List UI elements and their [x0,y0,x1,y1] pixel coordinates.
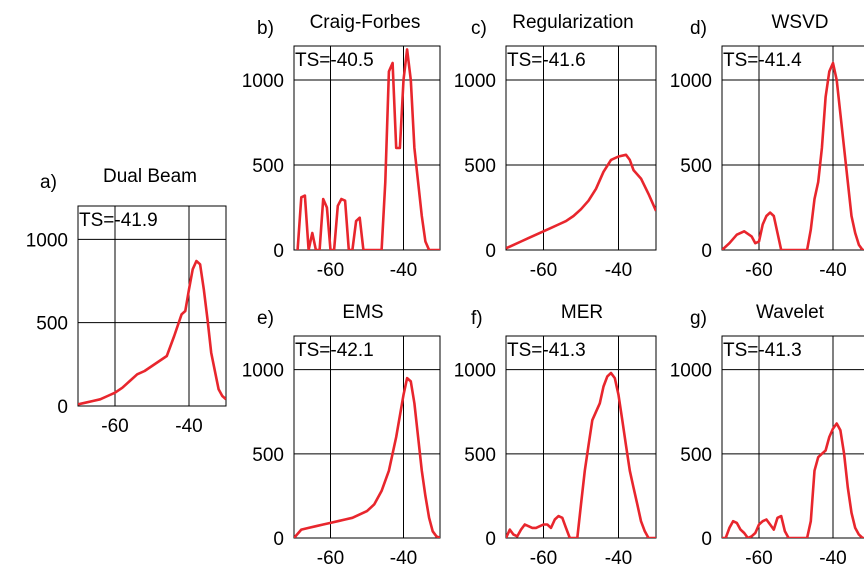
series-line [722,61,864,250]
y-tick-label: 0 [273,241,284,262]
panel-g: -60 -40 0 500 1000 TS=-41.3 g) Wavelet [670,302,864,569]
series-line [78,259,226,406]
plot-frame [293,45,441,251]
series-line [296,48,440,250]
y-tick-label: 1000 [242,71,284,92]
ts-annotation: TS=-41.3 [723,340,802,361]
panel-b: -60 -40 0 500 1000 TS=-40.5 b) Craig-Forbes [242,12,441,281]
panel-title: Regularization [512,12,633,33]
y-tick-label: 0 [701,241,712,262]
series-line [722,422,864,538]
y-tick-label: 1000 [670,71,712,92]
panel-title: Wavelet [756,302,825,323]
plot-frame [721,45,864,251]
panel-letter: g) [690,308,707,329]
y-tick-label: 500 [680,156,712,177]
series-line [294,376,440,538]
panel-title: MER [561,302,603,323]
y-tick-label: 0 [485,241,496,262]
panel-letter: e) [257,308,274,329]
x-tick-label: -60 [745,260,772,281]
panel-title: WSVD [772,12,829,33]
ts-annotation: TS=-40.5 [295,50,374,71]
ts-annotation: TS=-41.9 [79,210,158,231]
y-tick-label: 1000 [454,361,496,382]
y-tick-label: 500 [464,156,496,177]
x-tick-label: -60 [317,548,344,569]
ts-annotation: TS=-41.4 [723,50,802,71]
y-tick-label: 500 [252,445,284,466]
x-tick-label: -40 [390,548,417,569]
x-tick-label: -40 [390,260,417,281]
y-tick-label: 0 [273,529,284,550]
x-tick-label: -40 [605,548,632,569]
y-tick-label: 500 [252,156,284,177]
panel-c: -60 -40 0 500 1000 TS=-41.6 c) Regularization [454,12,657,281]
panel-d: -60 -40 0 500 1000 TS=-41.4 d) WSVD [670,12,864,281]
series-line [506,371,656,538]
y-tick-label: 0 [485,529,496,550]
y-tick-label: 0 [57,397,68,418]
panel-letter: a) [40,172,57,193]
panel-letter: c) [471,18,487,39]
x-tick-label: -40 [819,548,846,569]
panel-f: -60 -40 0 500 1000 TS=-41.3 f) MER [454,302,657,569]
x-tick-label: -60 [530,260,557,281]
x-tick-label: -40 [819,260,846,281]
x-tick-label: -60 [530,548,557,569]
y-tick-label: 500 [680,445,712,466]
y-tick-label: 1000 [670,361,712,382]
panel-title: Dual Beam [103,166,197,187]
x-tick-label: -40 [605,260,632,281]
plot-frame [77,205,227,407]
ts-annotation: TS=-41.3 [507,340,586,361]
panel-letter: d) [690,18,707,39]
panel-a: -60 -40 0 500 1000 TS=-41.9 a) Dual Beam [26,166,227,437]
panel-e: -60 -40 0 500 1000 TS=-42.1 e) EMS [242,302,441,569]
panel-title: Craig-Forbes [310,12,421,33]
y-tick-label: 500 [464,445,496,466]
plot-frame [505,45,657,251]
plot-frame [293,335,441,539]
x-tick-label: -60 [101,416,128,437]
plot-frame [505,335,657,539]
y-tick-label: 500 [36,314,68,335]
y-tick-label: 1000 [242,361,284,382]
y-tick-label: 1000 [26,230,68,251]
panel-title: EMS [342,302,383,323]
x-tick-label: -60 [317,260,344,281]
ts-annotation: TS=-41.6 [507,50,586,71]
x-tick-label: -40 [175,416,202,437]
panel-letter: f) [471,308,483,329]
panel-letter: b) [257,18,274,39]
x-tick-label: -60 [745,548,772,569]
series-line [506,153,656,250]
y-tick-label: 0 [701,529,712,550]
y-tick-label: 1000 [454,71,496,92]
ts-annotation: TS=-42.1 [295,340,374,361]
